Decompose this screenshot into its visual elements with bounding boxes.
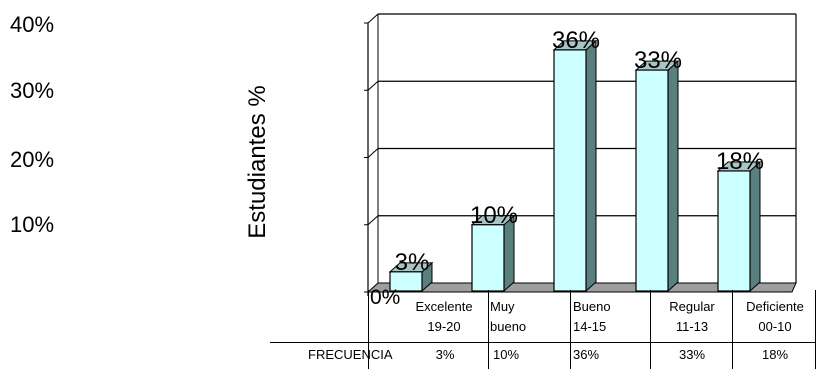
table-divider [570,290,571,369]
data-label: 18% [716,148,764,175]
data-label: 10% [470,202,518,229]
table-top-rule [270,342,816,343]
category-label-bueno: Bueno 14-15 [573,299,611,334]
gridline-side [367,80,379,91]
table-row-label: FRECUENCIA [308,347,393,362]
table-divider [650,290,651,369]
gridline-side [367,148,379,158]
bar-side [585,39,597,293]
category-label-deficiente: Deficiente 00-10 [746,299,804,334]
y-tick-label-10: 10% [10,212,55,237]
bar-side [667,59,679,293]
category-label-muy-bueno: Muy bueno [490,299,527,334]
gridline-side [367,215,379,226]
axis-top-connector [367,13,379,24]
bar-side [749,160,761,293]
table-cell-bueno: 36% [573,347,600,362]
y-tick-label-0: 0% [370,286,401,309]
bar [389,271,423,292]
bar [553,49,587,292]
data-label: 3% [395,249,430,276]
table-cell-excelente: 3% [435,347,455,362]
category-label-regular: Regular 11-13 [669,299,715,334]
bar [717,170,751,292]
y-tick-label-40: 40% [10,12,55,37]
y-tick-label-20: 20% [10,147,55,172]
data-label: 33% [634,47,682,74]
table-divider [732,290,733,369]
table-cell-regular: 33% [678,347,706,362]
y-tick-label-30: 30% [10,78,55,103]
category-label-excelente: Excelente 19-20 [415,299,473,334]
table-cell-deficiente: 18% [761,347,789,362]
table-cell-muy-bueno: 10% [493,347,520,362]
data-label: 36% [552,27,600,54]
table-divider [368,290,369,369]
table-divider [488,290,489,369]
bar [471,224,505,292]
bar [635,69,669,292]
